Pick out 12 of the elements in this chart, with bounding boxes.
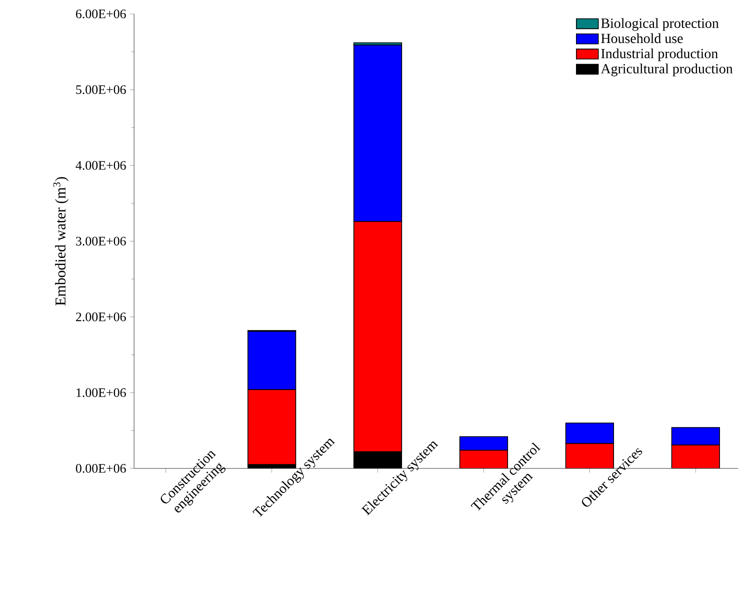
y-axis-title: Embodied water (m$^{3}$) bbox=[53, 177, 69, 306]
y-tick-label: 2.00E+06 bbox=[76, 312, 126, 322]
legend-label: Industrial production bbox=[601, 48, 718, 62]
y-tick-label: 0.00E+06 bbox=[76, 464, 126, 473]
legend-label: Biological protection bbox=[601, 18, 719, 31]
y-tick-label: 6.00E+06 bbox=[76, 10, 126, 18]
y-tick-label: 3.00E+06 bbox=[76, 236, 126, 246]
legend-label: Household use bbox=[601, 33, 683, 44]
y-tick-label: 5.00E+06 bbox=[76, 85, 126, 94]
y-tick-label: 1.00E+06 bbox=[76, 388, 126, 398]
legend-label: Agricultural production bbox=[600, 64, 733, 76]
y-tick-label: 4.00E+06 bbox=[76, 161, 126, 170]
